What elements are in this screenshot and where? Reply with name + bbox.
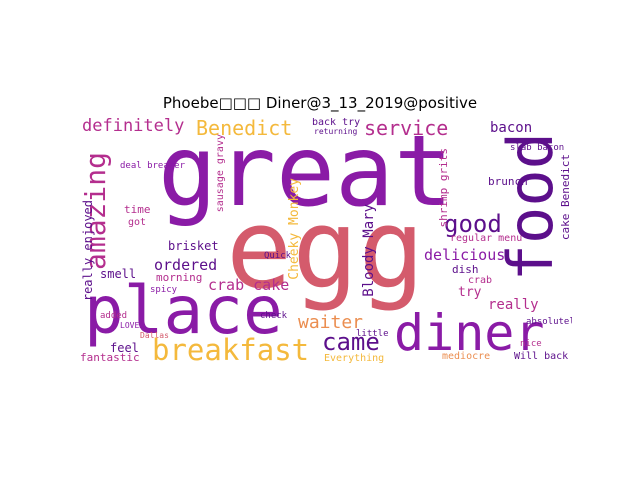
word: waiter xyxy=(298,312,364,333)
word: shrimp grits xyxy=(437,148,450,228)
word: morning xyxy=(156,271,203,284)
word: try xyxy=(458,285,482,300)
word: fantastic xyxy=(80,351,140,364)
word-cloud: great egg place food diner breakfast ama… xyxy=(80,118,572,366)
word: returning xyxy=(314,127,358,136)
word: definitely xyxy=(82,118,185,136)
word: regular menu xyxy=(450,233,523,244)
word: delicious xyxy=(424,246,506,264)
word: time xyxy=(124,203,151,216)
word: brunch xyxy=(488,175,528,188)
word: place xyxy=(84,272,283,349)
word: added xyxy=(100,311,128,321)
word: got xyxy=(128,217,147,228)
word: sausage gravy xyxy=(215,134,226,213)
word: cake Benedict xyxy=(559,154,572,241)
word: Quick xyxy=(264,251,292,261)
word: deal breaker xyxy=(120,161,186,171)
word: little xyxy=(356,329,389,339)
word: service xyxy=(364,118,449,140)
word: diner xyxy=(394,304,545,362)
word: Benedict xyxy=(196,118,293,140)
word: great xyxy=(158,118,454,229)
word: good xyxy=(444,210,502,238)
word: bacon xyxy=(490,120,533,136)
word: back try xyxy=(312,118,361,128)
word: feel xyxy=(110,341,139,355)
word: dish xyxy=(452,263,479,276)
word: brisket xyxy=(168,239,219,253)
word: really xyxy=(488,297,539,313)
word: ordered xyxy=(154,256,218,274)
word: slab bacon xyxy=(510,143,565,153)
word: Bloody Mary xyxy=(361,204,377,297)
word: spicy xyxy=(150,285,178,295)
word: Will back xyxy=(514,351,569,362)
word: Cheeky Monkey xyxy=(287,178,302,280)
word: came xyxy=(322,328,380,356)
word: crab xyxy=(468,275,493,286)
word: egg xyxy=(226,185,425,313)
word: Everything xyxy=(324,353,385,364)
word: check xyxy=(260,311,288,321)
word: mediocre xyxy=(442,351,491,362)
word: absolutely xyxy=(526,317,572,327)
chart-title: Phoebe□□□ Diner@3_13_2019@positive xyxy=(162,94,478,112)
word: food xyxy=(494,132,567,282)
word: really enjoyed xyxy=(81,200,95,302)
word: crab cake xyxy=(208,276,290,294)
word: nice xyxy=(520,339,542,349)
word: breakfast xyxy=(152,333,310,366)
word: Dallas xyxy=(140,331,169,340)
word: LOVED xyxy=(120,321,145,330)
word: smell xyxy=(100,267,137,281)
